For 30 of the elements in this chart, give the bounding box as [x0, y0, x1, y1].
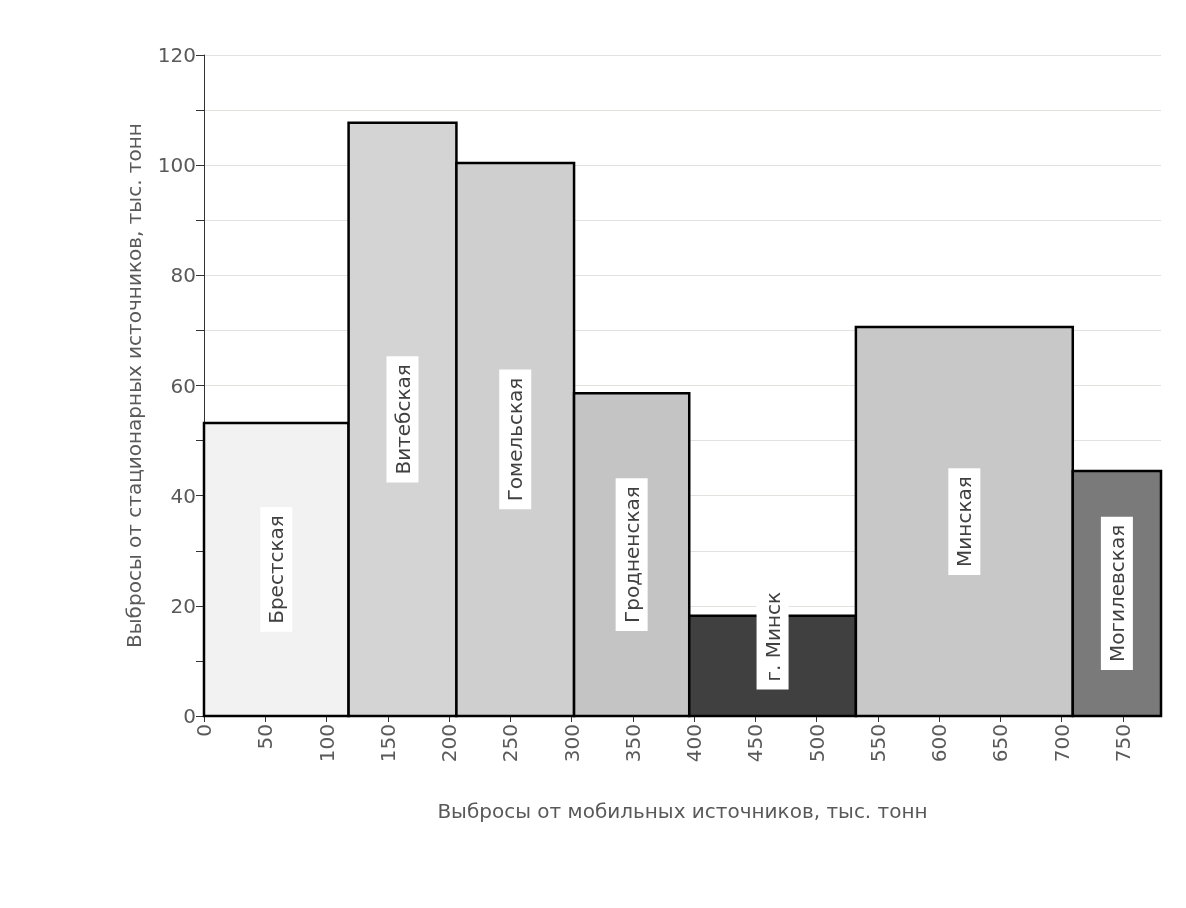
- annotation: Витебская: [390, 364, 415, 475]
- x-tick-label: 350: [620, 724, 645, 763]
- x-tick-label: 750: [1111, 724, 1136, 763]
- x-tick-label: 250: [498, 724, 523, 763]
- annotation: г. Минск: [760, 591, 785, 682]
- y-tick-label: 100: [157, 153, 196, 178]
- x-tick-label: 450: [743, 724, 768, 763]
- y-tick-label: 120: [157, 43, 196, 67]
- y-tick-label: 40: [170, 483, 196, 508]
- annotation: Гродненская: [619, 486, 644, 623]
- x-tick-label: 400: [682, 724, 707, 763]
- y-tick-label: 20: [170, 593, 196, 618]
- y-axis-title: Выбросы от стационарных источников, тыс. тонн: [122, 123, 146, 648]
- x-tick-label: 300: [559, 724, 584, 763]
- x-tick-label: 600: [927, 724, 952, 763]
- annotation: Могилевская: [1104, 524, 1129, 663]
- x-tick-label: 650: [988, 724, 1013, 763]
- x-tick-label: 550: [865, 724, 890, 763]
- x-tick-label: 150: [375, 724, 400, 763]
- y-tick-label: 60: [170, 373, 196, 398]
- annotation: Брестская: [264, 515, 289, 624]
- x-tick-label: 50: [253, 724, 278, 750]
- x-tick-label: 100: [314, 724, 339, 763]
- x-tick-label: 500: [804, 724, 829, 763]
- x-tick-label: 200: [437, 724, 462, 763]
- x-axis-title: Выбросы от мобильных источников, тыс. тонн: [437, 799, 928, 823]
- annotation: Гомельская: [503, 377, 528, 502]
- y-tick-label: 80: [170, 263, 196, 288]
- x-tick-label: 700: [1049, 724, 1074, 763]
- annotation: Минская: [952, 476, 977, 567]
